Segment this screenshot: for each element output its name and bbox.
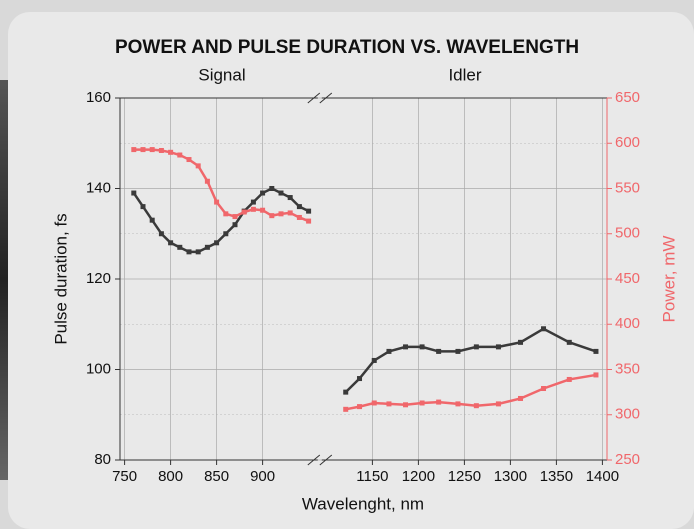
point xyxy=(196,163,201,168)
point xyxy=(288,195,293,200)
point xyxy=(279,191,284,196)
point xyxy=(242,210,247,215)
point xyxy=(372,358,377,363)
point xyxy=(386,349,391,354)
point xyxy=(168,150,173,155)
point xyxy=(357,404,362,409)
y-axis-label: Pulse duration, fs xyxy=(51,213,70,344)
x-tick-label: 1400 xyxy=(586,468,619,485)
point xyxy=(436,400,441,405)
point xyxy=(386,401,391,406)
y2-axis-label: Power, mW xyxy=(659,236,678,323)
point xyxy=(420,344,425,349)
point xyxy=(297,204,302,209)
point xyxy=(233,222,238,227)
point xyxy=(269,213,274,218)
point xyxy=(131,147,136,152)
point xyxy=(288,210,293,215)
x-tick-label: 900 xyxy=(250,468,275,485)
point xyxy=(518,396,523,401)
point xyxy=(233,214,238,219)
point xyxy=(159,231,164,236)
point xyxy=(474,344,479,349)
point xyxy=(436,349,441,354)
point xyxy=(187,157,192,162)
point xyxy=(205,179,210,184)
annotation: Idler xyxy=(448,65,481,84)
point xyxy=(187,249,192,254)
point xyxy=(131,191,136,196)
point xyxy=(403,402,408,407)
y2-tick-label: 500 xyxy=(615,225,640,242)
x-tick-label: 1200 xyxy=(402,468,435,485)
y2-tick-label: 250 xyxy=(615,451,640,468)
point xyxy=(251,207,256,212)
x-tick-label: 750 xyxy=(112,468,137,485)
point xyxy=(260,191,265,196)
x-tick-label: 800 xyxy=(158,468,183,485)
point xyxy=(343,407,348,412)
y-tick-label: 120 xyxy=(86,270,111,287)
point xyxy=(420,400,425,405)
point xyxy=(306,219,311,224)
point xyxy=(297,215,302,220)
point xyxy=(357,376,362,381)
point xyxy=(168,240,173,245)
x-tick-label: 1150 xyxy=(356,468,388,485)
x-tick-label: 1350 xyxy=(540,468,573,485)
point xyxy=(518,340,523,345)
point xyxy=(306,209,311,214)
y-tick-label: 160 xyxy=(86,89,111,106)
y2-tick-label: 550 xyxy=(615,179,640,196)
y-tick-label: 100 xyxy=(86,360,111,377)
y2-tick-label: 300 xyxy=(615,406,640,423)
point xyxy=(455,401,460,406)
point xyxy=(496,344,501,349)
y2-tick-label: 400 xyxy=(615,315,640,332)
x-axis-label: Wavelenght, nm xyxy=(302,494,424,513)
point xyxy=(196,249,201,254)
point xyxy=(593,372,598,377)
x-tick-label: 1250 xyxy=(448,468,481,485)
point xyxy=(214,200,219,205)
point xyxy=(567,340,572,345)
point xyxy=(141,204,146,209)
point xyxy=(150,218,155,223)
point xyxy=(141,147,146,152)
point xyxy=(269,186,274,191)
point xyxy=(279,211,284,216)
y-tick-label: 140 xyxy=(86,179,111,196)
point xyxy=(260,208,265,213)
point xyxy=(455,349,460,354)
point xyxy=(343,390,348,395)
point xyxy=(541,386,546,391)
point xyxy=(177,153,182,158)
y-tick-label: 80 xyxy=(94,451,111,468)
point xyxy=(474,403,479,408)
x-tick-label: 1300 xyxy=(494,468,527,485)
point xyxy=(372,400,377,405)
point xyxy=(205,245,210,250)
point xyxy=(403,344,408,349)
x-tick-label: 850 xyxy=(204,468,229,485)
point xyxy=(541,326,546,331)
y2-tick-label: 350 xyxy=(615,360,640,377)
chart: POWER AND PULSE DURATION VS. WAVELENGTH … xyxy=(0,0,694,529)
point xyxy=(593,349,598,354)
page: POWER AND PULSE DURATION VS. WAVELENGTH … xyxy=(0,0,694,529)
point xyxy=(177,245,182,250)
y2-tick-label: 600 xyxy=(615,134,640,151)
y2-tick-label: 650 xyxy=(615,89,640,106)
point xyxy=(567,377,572,382)
point xyxy=(251,200,256,205)
annotation: Signal xyxy=(198,65,245,84)
point xyxy=(150,147,155,152)
point xyxy=(223,231,228,236)
point xyxy=(214,240,219,245)
y2-tick-label: 450 xyxy=(615,270,640,287)
point xyxy=(223,211,228,216)
point xyxy=(496,401,501,406)
point xyxy=(159,148,164,153)
chart-title: POWER AND PULSE DURATION VS. WAVELENGTH xyxy=(115,37,579,58)
